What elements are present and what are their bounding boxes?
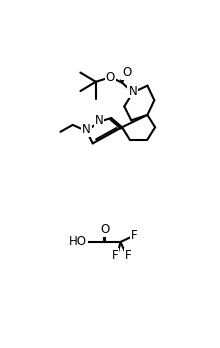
Text: F: F — [125, 248, 132, 262]
Text: O: O — [122, 66, 131, 79]
Text: N: N — [128, 85, 137, 97]
Text: F: F — [131, 229, 138, 242]
Text: O: O — [106, 71, 115, 84]
Text: HO: HO — [69, 236, 87, 248]
Text: F: F — [112, 248, 118, 262]
Text: N: N — [95, 114, 103, 127]
Text: O: O — [100, 223, 110, 236]
Text: N: N — [82, 123, 91, 136]
